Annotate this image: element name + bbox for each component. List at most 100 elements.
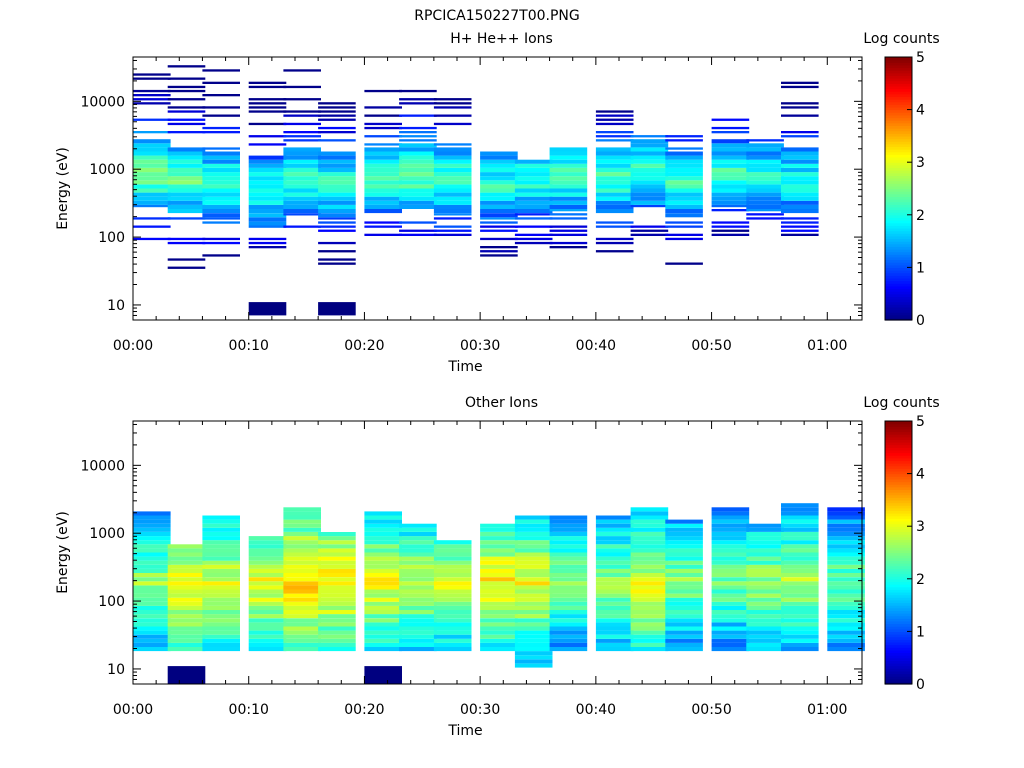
- colorbar-tick-label: 2: [916, 572, 925, 588]
- energy-bin: [364, 638, 402, 643]
- energy-bin: [827, 544, 865, 549]
- energy-bin: [630, 180, 669, 185]
- colorbar-segment: [885, 576, 912, 580]
- colorbar-segment: [885, 209, 912, 213]
- colorbar-segment: [885, 449, 912, 454]
- energy-bin: [514, 651, 553, 656]
- energy-bin: [746, 548, 784, 553]
- energy-bin: [711, 614, 750, 619]
- energy-bin: [480, 163, 518, 168]
- energy-bin: [711, 139, 750, 144]
- x-tick-label: 00:30: [460, 702, 500, 718]
- colorbar-tick-label: 1: [916, 260, 925, 276]
- energy-bin: [433, 98, 472, 101]
- energy-bin: [665, 638, 703, 643]
- colorbar-segment: [885, 172, 912, 176]
- energy-bin: [595, 250, 634, 253]
- energy-bin: [364, 536, 402, 541]
- energy-bin: [549, 610, 588, 615]
- colorbar-segment: [885, 510, 912, 514]
- energy-bin: [480, 601, 518, 606]
- energy-bin: [711, 568, 750, 573]
- energy-bin: [318, 262, 356, 265]
- colorbar-segment: [885, 681, 912, 685]
- energy-bin: [433, 642, 472, 647]
- energy-bin: [781, 81, 819, 84]
- energy-bin: [514, 200, 553, 205]
- energy-bin: [364, 614, 402, 619]
- energy-bin: [283, 560, 321, 565]
- energy-bin: [665, 618, 703, 623]
- colorbar-segment: [885, 72, 912, 77]
- energy-bin: [480, 630, 518, 635]
- energy-bin: [630, 614, 669, 619]
- energy-bin: [746, 642, 784, 647]
- energy-bin: [480, 532, 518, 537]
- colorbar: 0 1 2 3 4 5 Log counts: [863, 395, 939, 693]
- energy-bin: [665, 221, 703, 224]
- energy-bin: [827, 523, 865, 528]
- spectrogram-column: [399, 523, 437, 652]
- colorbar-segment: [885, 520, 912, 525]
- energy-bin: [202, 560, 240, 565]
- energy-bin: [318, 634, 356, 639]
- energy-bin: [283, 593, 321, 598]
- energy-bin: [364, 192, 402, 197]
- colorbar-frame: [884, 56, 913, 321]
- energy-bin: [433, 618, 472, 623]
- energy-bin: [827, 638, 865, 643]
- energy-bin: [433, 564, 472, 569]
- energy-bin: [630, 233, 669, 236]
- colorbar-segment: [885, 291, 912, 295]
- energy-bin: [711, 126, 750, 130]
- energy-bin: [133, 560, 171, 565]
- energy-bin: [480, 552, 518, 557]
- energy-bin: [630, 515, 669, 520]
- colorbar-segment: [885, 652, 912, 656]
- energy-bin: [202, 254, 240, 257]
- colorbar-frame: [884, 420, 913, 685]
- energy-bin: [248, 143, 287, 146]
- energy-bin: [711, 585, 750, 590]
- energy-bin: [283, 135, 321, 138]
- energy-bin: [781, 544, 819, 549]
- energy-bin: [630, 163, 669, 168]
- energy-bin: [827, 601, 865, 606]
- energy-bin: [202, 564, 240, 569]
- colorbar-segment: [885, 505, 912, 509]
- energy-bin: [746, 605, 784, 610]
- energy-bin: [399, 605, 437, 610]
- energy-bin: [549, 225, 588, 228]
- energy-bin: [781, 229, 819, 232]
- energy-bin: [781, 511, 819, 516]
- energy-bin: [399, 163, 437, 168]
- energy-bin: [665, 527, 703, 532]
- colorbar-segment: [885, 497, 912, 501]
- colorbar-segment: [885, 628, 912, 632]
- energy-bin: [514, 647, 553, 652]
- energy-bin: [781, 163, 819, 168]
- energy-bin: [480, 527, 518, 532]
- energy-bin: [202, 626, 240, 631]
- colorbar-segment: [885, 578, 912, 583]
- energy-bin: [781, 638, 819, 643]
- energy-bin: [665, 630, 703, 635]
- energy-bin: [630, 532, 669, 537]
- energy-bin: [399, 192, 437, 197]
- energy-bin: [202, 213, 240, 218]
- energy-bin: [746, 147, 784, 152]
- energy-bin: [433, 556, 472, 561]
- energy-bin: [364, 593, 402, 598]
- colorbar-segment: [885, 476, 912, 480]
- energy-bin: [283, 642, 321, 647]
- energy-bin: [480, 577, 518, 582]
- y-tick-label: 100: [98, 230, 125, 246]
- energy-bin: [781, 151, 819, 156]
- energy-bin: [746, 139, 784, 142]
- energy-bin: [746, 573, 784, 578]
- energy-bin: [364, 221, 402, 224]
- energy-bin: [827, 630, 865, 635]
- energy-bin: [480, 188, 518, 193]
- energy-bin: [202, 630, 240, 635]
